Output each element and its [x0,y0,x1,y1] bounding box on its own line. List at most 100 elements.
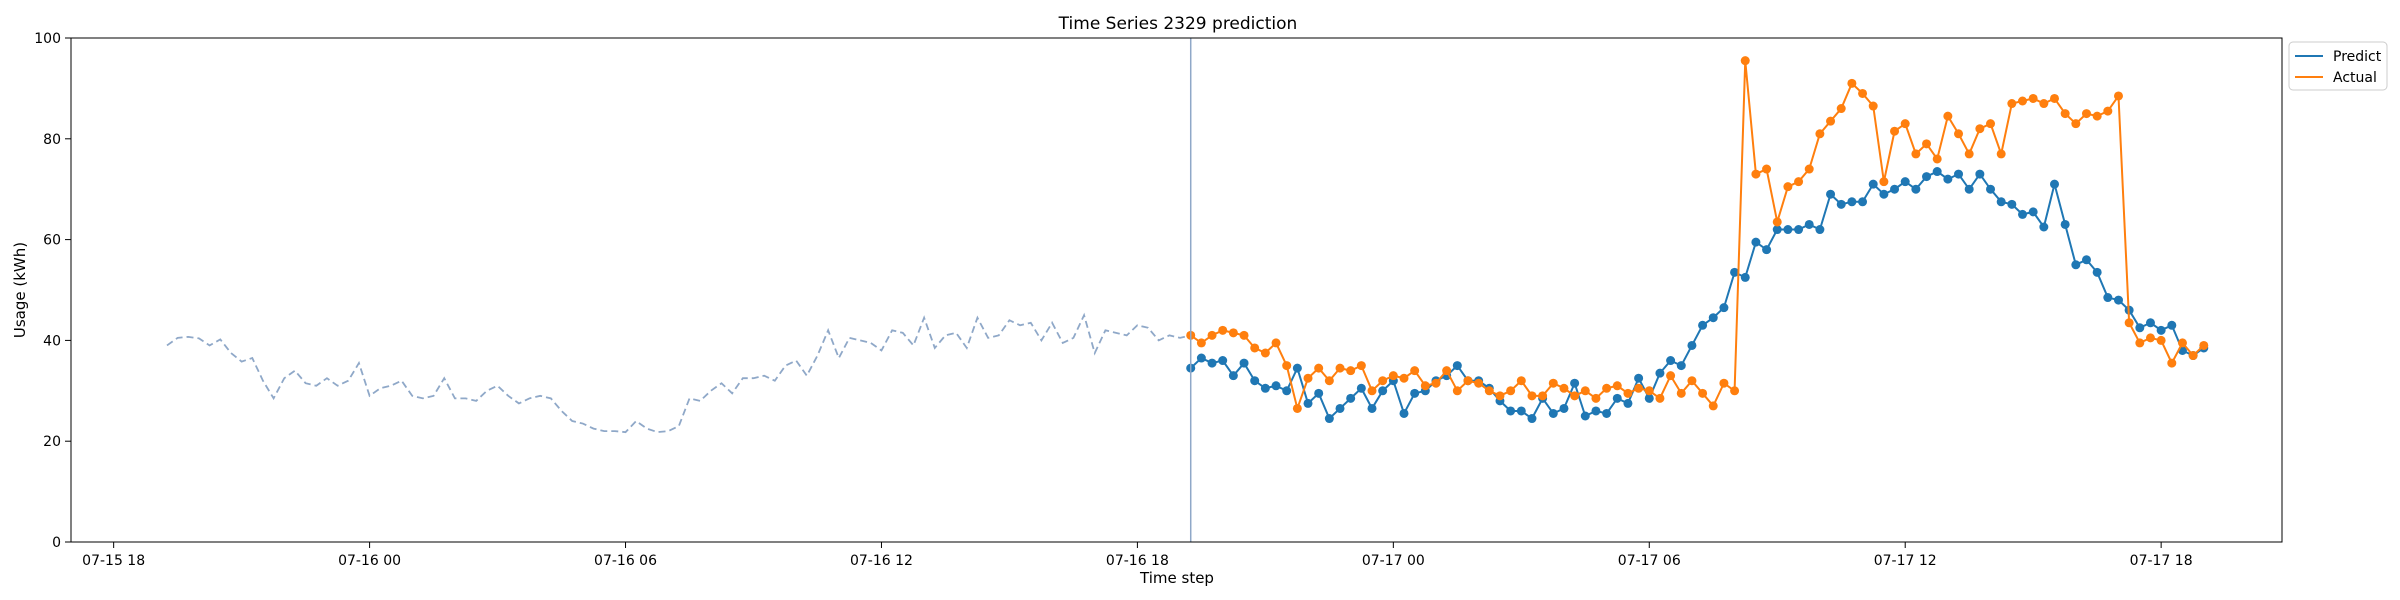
data-point-predict [1516,406,1526,416]
data-point-actual [1292,403,1302,413]
x-tick-label: 07-16 06 [594,553,657,569]
data-point-predict [1687,340,1697,350]
data-point-actual [2081,109,2091,119]
data-point-actual [2028,93,2038,103]
data-point-actual [1836,104,1846,114]
x-axis: 07-15 18 07-16 00 07-16 06 07-16 12 07-16 18… [82,542,2193,569]
plot-frame [70,37,2283,543]
x-tick-label: 07-16 00 [338,553,401,569]
data-point-predict [1900,177,1910,187]
data-point-actual [1794,177,1804,187]
data-point-actual [2018,96,2028,106]
data-point-actual [1559,383,1569,393]
data-point-predict [1314,388,1324,398]
data-point-actual [1602,383,1612,393]
data-point-actual [2167,358,2177,368]
data-point-predict [2103,293,2113,303]
data-point-actual [1954,129,1964,139]
data-point-actual [1932,154,1942,164]
series-line-predict [1190,170,2205,421]
data-point-predict [1922,172,1932,182]
data-point-actual [1463,376,1473,386]
data-point-predict [1730,267,1740,277]
data-point-predict [1580,411,1590,421]
data-point-predict [1932,167,1942,177]
data-point-actual [1420,381,1430,391]
data-point-predict [1762,245,1772,255]
data-point-predict [1612,393,1622,403]
data-point-actual [1388,371,1398,381]
data-point-actual [1719,378,1729,388]
data-point-actual [1783,182,1793,192]
data-point-predict [1975,169,1985,179]
data-point-predict [1911,184,1921,194]
data-point-actual [2039,99,2049,109]
data-point-predict [1260,383,1270,393]
y-tick-label: 60 [43,233,61,249]
data-point-actual [1452,386,1462,396]
data-point-actual [1431,378,1441,388]
x-tick-label: 07-17 06 [1618,553,1681,569]
history-layer [166,312,1191,434]
data-point-actual [1474,378,1484,388]
data-point-actual [2177,338,2187,348]
legend-label-actual: Actual [2333,70,2377,86]
data-point-actual [2135,338,2145,348]
data-point-predict [1527,414,1537,424]
x-tick-label: 07-17 18 [2130,553,2193,569]
data-point-predict [2060,219,2070,229]
data-point-actual [1378,376,1388,386]
data-point-actual [1218,325,1228,335]
data-point-actual [1826,116,1836,126]
data-point-predict [2113,295,2123,305]
data-point-predict [1335,403,1345,413]
data-point-predict [1794,225,1804,235]
data-point-predict [1964,184,1974,194]
data-point-predict [1271,381,1281,391]
data-point-actual [2092,111,2102,121]
data-point-predict [1324,414,1334,424]
data-point-predict [1399,408,1409,418]
y-axis-label: Usage (kWh) [11,242,29,338]
data-point-actual [1922,139,1932,149]
data-point-predict [1410,388,1420,398]
data-point-actual [1548,378,1558,388]
data-point-actual [1623,388,1633,398]
data-point-predict [1751,237,1761,247]
data-point-predict [1452,361,1462,371]
data-point-predict [1826,189,1836,199]
data-point-predict [1708,313,1718,323]
data-point-predict [1634,373,1644,383]
data-point-actual [1495,391,1505,401]
data-point-predict [1367,403,1377,413]
data-point-predict [1356,383,1366,393]
data-point-predict [1378,386,1388,396]
y-tick-label: 20 [43,434,61,450]
data-point-actual [1655,393,1665,403]
series-actual [1186,56,2209,413]
data-point-predict [1772,225,1782,235]
data-point-predict [2071,260,2081,270]
y-tick-label: 100 [34,31,61,47]
x-tick-label: 07-17 12 [1874,553,1937,569]
data-point-actual [1868,101,1878,111]
data-point-actual [2007,99,2017,109]
data-point-predict [1996,197,2006,207]
data-point-actual [2103,106,2113,116]
data-point-actual [1303,373,1313,383]
data-point-predict [1858,197,1868,207]
data-point-predict [2135,323,2145,333]
data-point-actual [2071,119,2081,129]
data-point-predict [1666,356,1676,366]
data-point-actual [1634,383,1644,393]
series-layer [1186,56,2209,424]
data-point-actual [1772,217,1782,227]
data-point-actual [1730,386,1740,396]
data-point-predict [2050,179,2060,189]
data-point-actual [1484,386,1494,396]
data-point-actual [1506,386,1516,396]
data-point-predict [1847,197,1857,207]
data-point-predict [1591,406,1601,416]
data-point-actual [1335,363,1345,373]
data-point-actual [1751,169,1761,179]
